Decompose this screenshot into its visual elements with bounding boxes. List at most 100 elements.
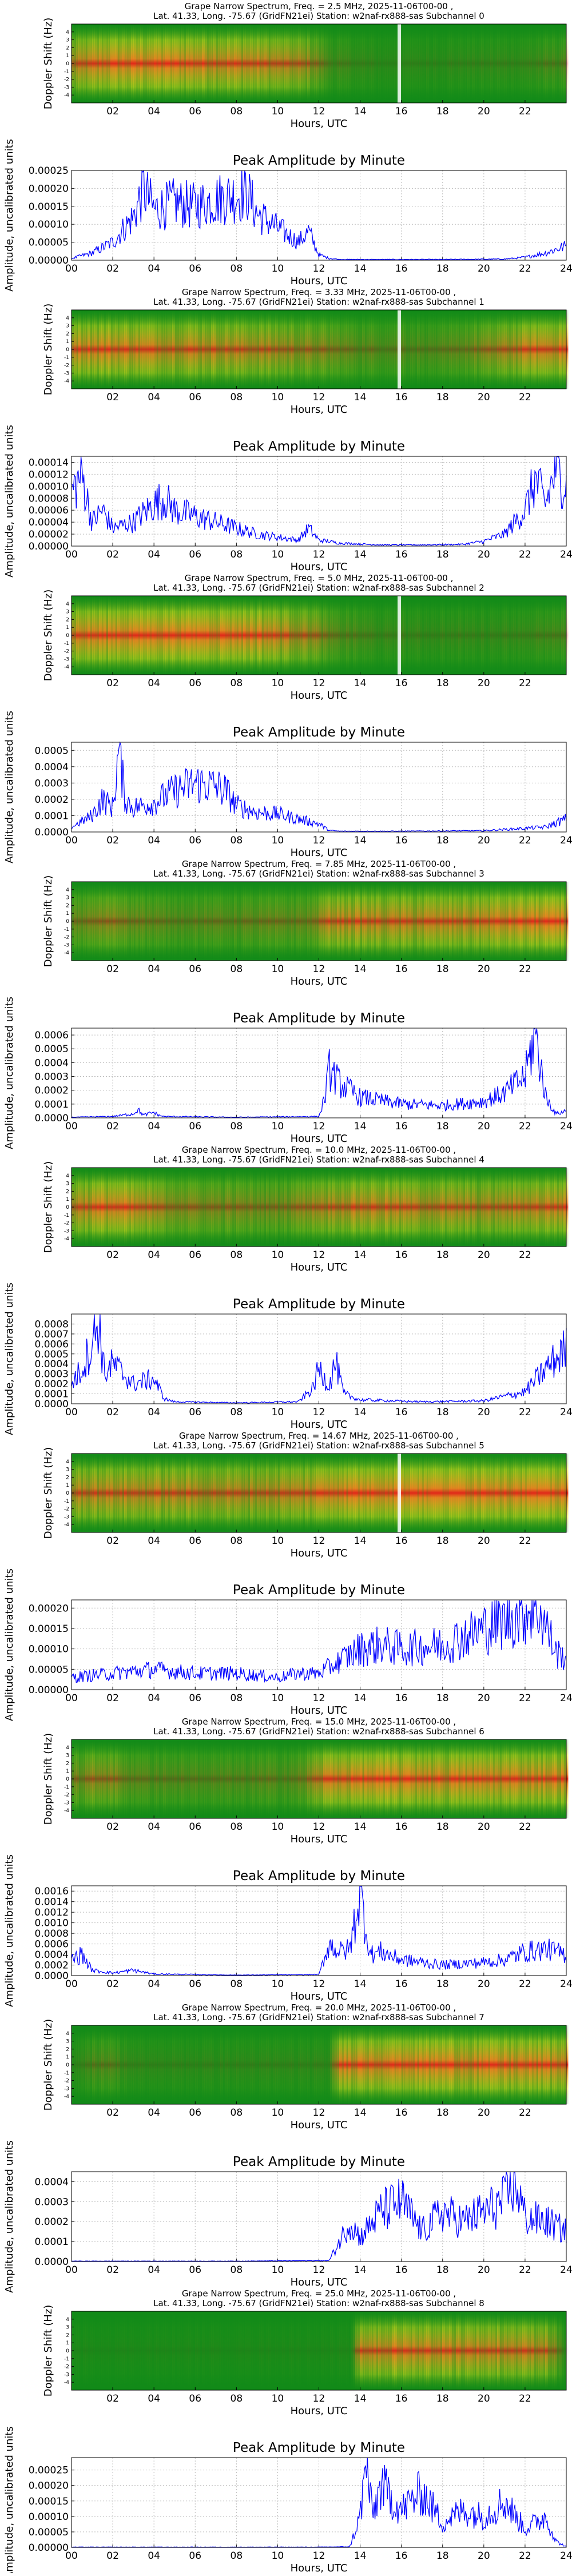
spectrum-column: [172, 24, 175, 103]
spectrum-column: [243, 882, 246, 961]
y-tick-label: -3: [64, 371, 69, 376]
spectrum-column: [188, 2025, 191, 2104]
spectrum-column: [406, 2025, 408, 2104]
spectrum-column: [298, 2025, 301, 2104]
spectrum-column: [273, 2311, 276, 2390]
spectrum-column: [234, 596, 237, 675]
y-tick-label: 0.00012: [29, 469, 69, 480]
spectrum-column: [202, 1454, 205, 1532]
spectrum-column: [81, 1168, 84, 1247]
spectrum-column: [467, 310, 470, 389]
spectrum-column: [280, 1168, 283, 1247]
spectrum-column: [522, 1739, 525, 1818]
spectrum-column: [412, 2311, 415, 2390]
spectrum-column: [158, 1739, 161, 1818]
spectrum-column: [78, 1454, 81, 1532]
spectrum-column: [220, 596, 223, 675]
spectrum-column: [401, 1168, 404, 1247]
spectrum-column: [385, 596, 388, 675]
x-tick-label: 14: [354, 835, 367, 846]
spectrum-column: [341, 310, 344, 389]
spectrum-column: [346, 1168, 349, 1247]
y-tick-label: 0.0004: [35, 1949, 69, 1961]
spectrum-column: [545, 2311, 548, 2390]
spectrum-column: [90, 1739, 93, 1818]
spectrum-column: [520, 1454, 523, 1532]
x-axis-label: Hours, UTC: [291, 2405, 348, 2417]
y-tick-label: 0.00020: [29, 183, 69, 194]
spectrum-column: [335, 1168, 337, 1247]
spectrum-column: [357, 2025, 360, 2104]
spectrum-column: [312, 1739, 315, 1818]
spectrum-column: [223, 596, 225, 675]
spectrum-column: [232, 596, 235, 675]
x-tick-label: 18: [436, 1407, 449, 1418]
spectrum-column: [470, 1168, 472, 1247]
spectrum-column: [316, 1454, 319, 1532]
spectrum-column: [195, 1454, 198, 1532]
spectrum-column: [387, 24, 390, 103]
spectrum-column: [218, 2311, 221, 2390]
spectrum-column: [337, 2025, 340, 2104]
spectrum-column: [188, 882, 191, 961]
plot-area: [72, 456, 566, 546]
spectrum-column: [451, 1454, 454, 1532]
spectrum-column: [181, 2025, 184, 2104]
spectrum-column: [374, 24, 376, 103]
spectrum-column: [362, 24, 365, 103]
spectrum-column: [371, 24, 374, 103]
spectrum-column: [227, 596, 230, 675]
spectrum-column: [344, 1454, 347, 1532]
spectrum-column: [76, 596, 79, 675]
spectrum-column: [492, 310, 495, 389]
x-tick-label: 18: [436, 2264, 449, 2276]
y-tick-label: 0.0001: [35, 2236, 69, 2248]
spectrum-column: [561, 310, 564, 389]
spectrum-column: [193, 2025, 196, 2104]
spectrum-column: [92, 882, 95, 961]
spectrum-column: [476, 310, 479, 389]
spectrum-column: [547, 1168, 550, 1247]
spectrum-column: [287, 882, 289, 961]
spectrum-column: [412, 24, 415, 103]
spectrum-column: [316, 2311, 319, 2390]
spectrum-column: [81, 596, 84, 675]
spectrum-column: [115, 2025, 118, 2104]
spectrum-column: [197, 2311, 200, 2390]
spectrum-column: [431, 310, 434, 389]
x-tick-label: 12: [313, 392, 325, 403]
spectrum-column: [179, 596, 182, 675]
x-tick-label: 06: [189, 2264, 201, 2276]
spectrum-column: [518, 1168, 521, 1247]
y-tick-label: 0.00000: [29, 2542, 69, 2554]
spectrum-column: [209, 1739, 212, 1818]
spectrum-column: [289, 882, 292, 961]
spectrum-column: [323, 310, 326, 389]
spectrum-column: [396, 1168, 399, 1247]
spectrum-column: [456, 310, 459, 389]
spectrum-column: [97, 310, 100, 389]
spectrum-column: [216, 2311, 219, 2390]
spectrum-column: [291, 2025, 294, 2104]
spectrum-column: [158, 1454, 161, 1532]
spectrum-column: [344, 310, 347, 389]
spectrum-column: [536, 2025, 539, 2104]
spectrum-column: [85, 310, 88, 389]
spectrum-column: [527, 1168, 530, 1247]
spectrum-column: [467, 596, 470, 675]
spectrum-column: [104, 596, 106, 675]
x-tick-label: 00: [65, 263, 78, 274]
spectrum-column: [426, 1454, 429, 1532]
spectrum-column: [113, 882, 116, 961]
spectrum-column: [499, 2025, 502, 2104]
x-tick-label: 12: [313, 1978, 325, 1990]
spectrum-column: [486, 596, 488, 675]
spectrum-column: [374, 2025, 376, 2104]
spectrum-columns: [72, 1739, 569, 1818]
spectrum-column: [515, 1454, 518, 1532]
spectrum-column: [202, 882, 205, 961]
spectrum-column: [314, 1454, 317, 1532]
spectrum-column: [257, 1168, 260, 1247]
spectrum-column: [275, 2025, 278, 2104]
spectrum-column: [515, 1168, 518, 1247]
